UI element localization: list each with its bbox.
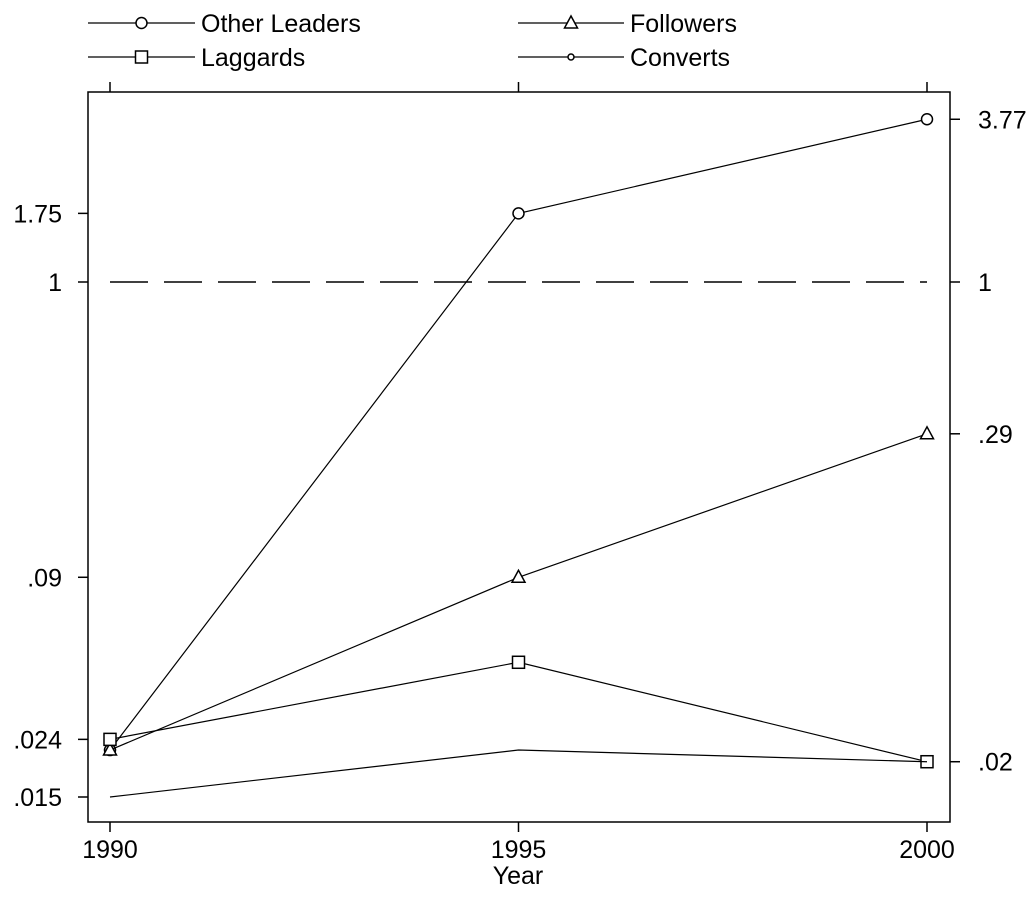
series-laggards (103, 655, 934, 769)
legend-label: Laggards (201, 44, 305, 72)
x-tick-label: 1995 (491, 836, 547, 864)
data-point-triangle (919, 425, 935, 440)
left-tick-label: 1 (48, 269, 62, 297)
legend-entry-followers: Followers (518, 10, 737, 38)
data-point-triangle (510, 568, 527, 584)
series-layer (102, 113, 935, 798)
left-tick-label: .015 (13, 784, 62, 812)
right-tick-label: .29 (978, 421, 1013, 449)
plot-frame (87, 91, 951, 823)
legend-entry-other-leaders: Other Leaders (88, 10, 361, 38)
data-point-square (134, 50, 149, 64)
data-point-small-circle (567, 53, 575, 61)
left-tick-label: 1.75 (13, 200, 62, 228)
right-tick-label: .02 (978, 749, 1013, 777)
series-line-followers (109, 433, 928, 751)
left-tick-label: .024 (13, 726, 62, 754)
data-point-square (511, 655, 526, 670)
x-tick-label: 1990 (82, 836, 138, 864)
legend-label: Other Leaders (201, 10, 361, 38)
left-tick-label: .09 (27, 564, 62, 592)
data-point-circle (512, 207, 525, 220)
series-converts (109, 749, 928, 798)
legend-label: Converts (630, 44, 730, 72)
axis-ticks: 1990 1995 2000 1.75 1 .09 .024 .015 3.77 1 .29 .02 (13, 82, 1027, 864)
series-line-converts (109, 749, 928, 798)
x-tick-label: 2000 (899, 836, 955, 864)
series-followers (102, 425, 935, 756)
x-axis-title: Year (493, 862, 544, 890)
right-tick-label: 3.77 (978, 106, 1027, 134)
right-tick-label: 1 (978, 269, 992, 297)
series-line-laggards (109, 661, 928, 763)
data-point-circle (920, 113, 934, 126)
legend-entry-laggards: Laggards (88, 44, 305, 72)
legend-entry-converts: Converts (518, 44, 730, 72)
data-point-triangle (563, 14, 579, 29)
legend: Other Leaders Followers Laggards Converts (88, 10, 737, 72)
data-point-triangle (102, 741, 118, 756)
legend-label: Followers (630, 10, 737, 38)
data-point-square (103, 732, 117, 747)
data-point-circle (135, 16, 148, 30)
